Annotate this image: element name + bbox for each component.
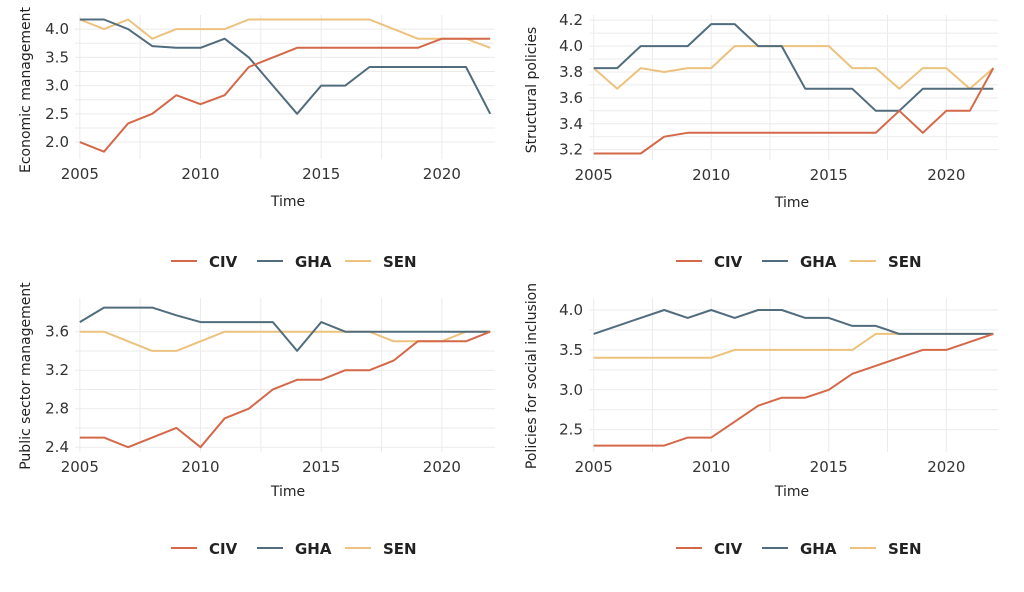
legend-label-civ: CIV bbox=[209, 253, 238, 271]
y-tick-label: 4.0 bbox=[45, 20, 69, 38]
x-axis-title: Time bbox=[270, 484, 305, 500]
y-tick-label: 4.2 bbox=[559, 11, 583, 29]
y-tick-label: 3.0 bbox=[559, 381, 583, 399]
legend-label-sen: SEN bbox=[383, 540, 417, 558]
x-tick-label: 2010 bbox=[692, 458, 730, 476]
y-tick-label: 4.0 bbox=[559, 37, 583, 55]
chart-panel-1: 2005 2010 2015 2020 2.0 2.5 3.0 3.5 4.0 Time Econo… bbox=[18, 6, 495, 271]
legend: CIV GHA SEN bbox=[676, 253, 922, 271]
series-line-civ bbox=[79, 330, 491, 449]
legend-item-civ: CIV bbox=[171, 253, 238, 271]
series-line-civ bbox=[593, 67, 995, 155]
y-tick-label: 3.5 bbox=[45, 48, 69, 66]
legend-item-gha: GHA bbox=[762, 540, 837, 558]
y-tick-label: 3.6 bbox=[559, 89, 583, 107]
x-axis-title: Time bbox=[270, 194, 305, 210]
series-line-sen bbox=[79, 18, 491, 49]
x-tick-label: 2005 bbox=[575, 458, 613, 476]
x-tick-label: 2015 bbox=[302, 165, 340, 183]
series-line-gha bbox=[79, 18, 492, 115]
x-tick-label: 2005 bbox=[61, 458, 99, 476]
x-tick-label: 2010 bbox=[181, 165, 219, 183]
y-tick-label: 2.4 bbox=[45, 438, 69, 456]
y-tick-label: 3.5 bbox=[559, 341, 583, 359]
y-axis-title: Public sector management bbox=[18, 282, 34, 470]
series-line-civ bbox=[593, 332, 994, 447]
y-axis-title: Economic management bbox=[18, 6, 34, 173]
legend-item-gha: GHA bbox=[257, 253, 332, 271]
x-tick-label: 2005 bbox=[61, 165, 99, 183]
legend: CIV GHA SEN bbox=[676, 540, 922, 558]
y-tick-label: 3.6 bbox=[45, 323, 69, 341]
y-tick-label: 3.2 bbox=[559, 141, 583, 159]
x-tick-label: 2020 bbox=[927, 458, 965, 476]
y-tick-label: 3.0 bbox=[45, 77, 69, 95]
legend-label-gha: GHA bbox=[295, 253, 332, 271]
y-axis-title: Structural policies bbox=[524, 27, 540, 153]
legend-item-civ: CIV bbox=[676, 253, 743, 271]
legend-item-gha: GHA bbox=[762, 253, 837, 271]
y-tick-label: 2.0 bbox=[45, 133, 69, 151]
x-tick-label: 2020 bbox=[927, 166, 965, 184]
x-tick-label: 2015 bbox=[810, 166, 848, 184]
x-tick-label: 2005 bbox=[575, 166, 613, 184]
legend-label-civ: CIV bbox=[209, 540, 238, 558]
series-line-gha bbox=[593, 23, 994, 112]
chart-panel-3: 2005 2010 2015 2020 2.4 2.8 3.2 3.6 Time Public s… bbox=[18, 282, 495, 558]
x-tick-label: 2015 bbox=[302, 458, 340, 476]
x-tick-label: 2010 bbox=[181, 458, 219, 476]
legend: CIV GHA SEN bbox=[171, 253, 417, 271]
x-axis-title: Time bbox=[774, 195, 809, 211]
legend-label-gha: GHA bbox=[295, 540, 332, 558]
legend-label-gha: GHA bbox=[800, 540, 837, 558]
x-tick-label: 2020 bbox=[423, 458, 461, 476]
y-tick-label: 4.0 bbox=[559, 301, 583, 319]
legend-item-sen: SEN bbox=[850, 540, 922, 558]
y-tick-label: 3.8 bbox=[559, 63, 583, 81]
y-tick-label: 3.4 bbox=[559, 115, 583, 133]
x-tick-label: 2020 bbox=[423, 165, 461, 183]
legend-label-civ: CIV bbox=[714, 540, 743, 558]
x-axis-title: Time bbox=[774, 484, 809, 500]
legend-item-civ: CIV bbox=[171, 540, 238, 558]
legend-label-gha: GHA bbox=[800, 253, 837, 271]
y-axis-title: Policies for social inclusion bbox=[524, 283, 540, 469]
legend-item-gha: GHA bbox=[257, 540, 332, 558]
y-tick-label: 2.5 bbox=[45, 105, 69, 123]
legend-label-sen: SEN bbox=[888, 253, 922, 271]
legend-label-sen: SEN bbox=[888, 540, 922, 558]
legend-item-civ: CIV bbox=[676, 540, 743, 558]
x-tick-label: 2015 bbox=[810, 458, 848, 476]
legend-label-civ: CIV bbox=[714, 253, 743, 271]
y-tick-label: 3.2 bbox=[45, 361, 69, 379]
y-tick-label: 2.5 bbox=[559, 421, 583, 439]
y-tick-label: 2.8 bbox=[45, 400, 69, 418]
chart-panel-4: 2005 2010 2015 2020 2.5 3.0 3.5 4.0 Time Policies… bbox=[524, 283, 998, 558]
legend-item-sen: SEN bbox=[345, 540, 417, 558]
chart-panel-2: 2005 2010 2015 2020 3.2 3.4 3.6 3.8 4.0 4.2 Time St… bbox=[524, 11, 998, 271]
series-line-sen bbox=[593, 332, 994, 359]
series-line-gha bbox=[79, 306, 491, 352]
legend-item-sen: SEN bbox=[345, 253, 417, 271]
series-line-civ bbox=[79, 37, 491, 153]
legend: CIV GHA SEN bbox=[171, 540, 417, 558]
legend-label-sen: SEN bbox=[383, 253, 417, 271]
x-tick-label: 2010 bbox=[692, 166, 730, 184]
series-line-sen bbox=[593, 45, 994, 90]
legend-item-sen: SEN bbox=[850, 253, 922, 271]
series-line-gha bbox=[593, 309, 994, 335]
